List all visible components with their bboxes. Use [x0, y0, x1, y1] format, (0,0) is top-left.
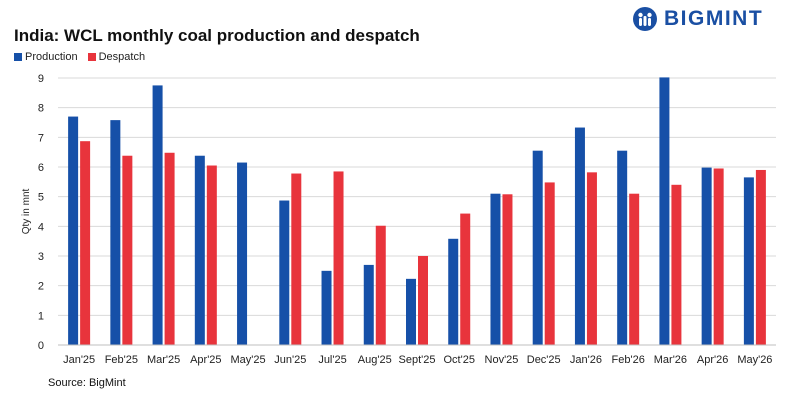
source-note: Source: BigMint	[48, 377, 126, 389]
bar-despatch	[629, 193, 640, 345]
bar-production	[68, 116, 79, 345]
legend-swatch-production	[14, 53, 22, 61]
x-tick-label: Jan'25	[63, 354, 95, 366]
y-tick-label: 8	[38, 103, 44, 115]
bar-production	[406, 278, 416, 345]
brand-logo: BIGMINT	[632, 6, 763, 32]
legend: Production Despatch	[14, 51, 155, 63]
bar-production	[617, 150, 628, 345]
bar-despatch	[502, 194, 513, 345]
x-tick-label: Jan'26	[570, 354, 602, 366]
x-tick-label: Nov'25	[485, 354, 519, 366]
legend-label-production: Production	[25, 51, 78, 63]
bar-production	[532, 150, 543, 345]
bar-production	[279, 200, 290, 345]
brand-name: BIGMINT	[664, 7, 764, 30]
x-tick-label: Mar'26	[654, 354, 687, 366]
y-tick-label: 9	[38, 73, 44, 85]
bar-despatch	[586, 172, 597, 345]
y-axis-label: Qty in mnt	[21, 189, 32, 235]
bar-despatch	[206, 165, 217, 345]
x-tick-label: Apr'25	[190, 354, 221, 366]
x-tick-label: May'25	[230, 354, 265, 366]
y-tick-label: 7	[38, 132, 44, 144]
legend-item-despatch: Despatch	[87, 51, 146, 63]
x-tick-label: Jun'25	[274, 354, 306, 366]
y-tick-label: 4	[38, 221, 44, 233]
bigmint-logo-icon	[633, 7, 657, 31]
bar-despatch	[291, 173, 302, 345]
y-tick-label: 3	[38, 251, 44, 263]
legend-item-production: Production	[14, 51, 78, 63]
bar-production	[701, 167, 712, 345]
bar-production	[110, 120, 121, 345]
legend-swatch-despatch	[87, 53, 96, 61]
bar-production	[490, 193, 501, 345]
bar-despatch	[460, 213, 471, 345]
bar-production	[659, 77, 670, 345]
x-tick-label: Mar'25	[147, 354, 180, 366]
x-tick-label: Sept'25	[399, 354, 436, 366]
bar-despatch	[418, 256, 428, 345]
bar-despatch	[164, 152, 175, 345]
bar-despatch	[544, 182, 555, 345]
bar-production	[152, 85, 163, 346]
y-tick-label: 6	[38, 162, 44, 174]
bar-despatch	[713, 168, 724, 345]
bar-despatch	[755, 169, 766, 345]
y-tick-label: 5	[38, 192, 44, 204]
y-tick-label: 0	[38, 340, 44, 352]
bar-despatch	[80, 141, 91, 345]
bar-production	[194, 155, 205, 345]
legend-label-despatch: Despatch	[98, 51, 146, 63]
x-tick-label: Aug'25	[358, 354, 392, 366]
bar-production	[363, 264, 374, 345]
bar-despatch	[122, 155, 133, 345]
bar-production	[321, 270, 332, 345]
bar-production	[743, 177, 754, 345]
y-tick-label: 2	[38, 281, 44, 293]
bar-production	[237, 162, 248, 345]
chart-title: India: WCL monthly coal production and d…	[14, 26, 420, 45]
y-tick-label: 1	[38, 310, 44, 322]
bar-despatch	[375, 225, 386, 345]
x-tick-label: Feb'25	[105, 354, 138, 366]
x-tick-label: May'26	[737, 354, 772, 366]
bar-despatch	[333, 171, 344, 345]
bar-despatch	[671, 184, 682, 345]
x-tick-label: Dec'25	[527, 354, 561, 366]
bar-production	[574, 127, 585, 345]
bar-production	[448, 238, 459, 345]
x-tick-label: Oct'25	[444, 354, 475, 366]
x-tick-label: Apr'26	[697, 354, 728, 366]
x-tick-label: Jul'25	[318, 354, 346, 366]
x-tick-label: Feb'26	[612, 354, 645, 366]
